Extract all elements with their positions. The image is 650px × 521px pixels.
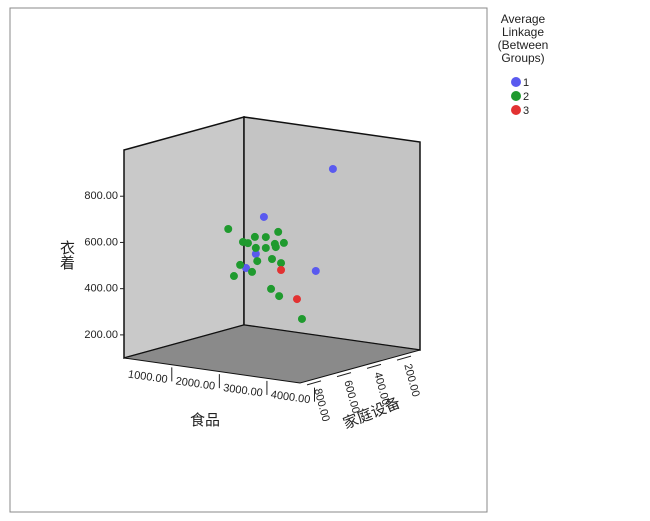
point (250, 232, 259, 241)
x-tick-label: 3000.00 (222, 382, 263, 399)
z-tick (396, 355, 412, 361)
point (236, 260, 245, 269)
y-tick-label: 400.00 (84, 283, 118, 295)
scene: 200.00 400.00 600.00 800.00 1000.00 2000.00 30… (84, 116, 422, 423)
point (251, 249, 260, 258)
point (251, 243, 260, 252)
back-wall (243, 116, 421, 351)
x-tick-label: 1000.00 (127, 369, 168, 386)
point (243, 239, 252, 248)
x-tick-label: 4000.00 (270, 389, 311, 406)
point (248, 267, 257, 276)
point (229, 272, 238, 281)
point (224, 224, 233, 233)
point (259, 212, 268, 221)
left-wall (123, 116, 245, 359)
point (311, 266, 320, 275)
floor (123, 324, 421, 384)
point (328, 164, 337, 173)
z-tick (366, 363, 382, 369)
point (279, 238, 288, 247)
z-tick (336, 372, 352, 378)
legend-marker (511, 91, 521, 101)
point (274, 227, 283, 236)
legend-label: 1 (523, 77, 529, 89)
y-tick-label: 600.00 (84, 236, 118, 248)
y-axis-label: 衣着 (58, 240, 76, 270)
point (242, 264, 251, 273)
legend-marker (511, 77, 521, 87)
point (268, 255, 276, 264)
y-tick-label: 800.00 (84, 190, 118, 202)
x-tick-label: 2000.00 (175, 375, 216, 392)
legend-title: Average Linkage (Between Groups) (497, 12, 549, 65)
legend-label: 3 (523, 105, 529, 117)
point (267, 284, 276, 293)
point (277, 259, 286, 268)
point (292, 295, 301, 304)
point (271, 243, 280, 252)
legend-marker (511, 105, 521, 115)
point (275, 292, 284, 301)
legend-label: 2 (523, 91, 529, 103)
point (253, 257, 262, 266)
point (277, 266, 286, 275)
point (297, 314, 306, 323)
point (261, 233, 270, 242)
point (261, 243, 270, 252)
z-tick (306, 380, 322, 386)
y-tick-label: 200.00 (84, 329, 118, 341)
x-axis-label: 食品 (190, 411, 220, 429)
